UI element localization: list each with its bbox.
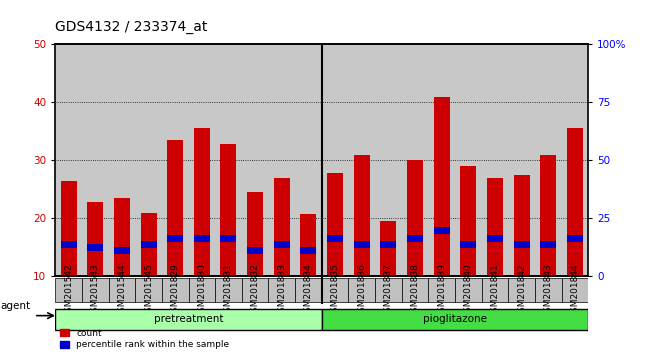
Bar — [274, 241, 290, 248]
Bar — [540, 155, 556, 276]
Bar — [327, 235, 343, 242]
Bar — [348, 278, 375, 302]
Bar — [567, 129, 583, 276]
Bar — [354, 155, 370, 276]
Bar — [460, 166, 476, 276]
Bar — [135, 278, 162, 302]
Legend: count, percentile rank within the sample: count, percentile rank within the sample — [60, 329, 229, 349]
Bar — [162, 278, 188, 302]
Bar — [140, 241, 157, 248]
Bar — [140, 213, 157, 276]
Text: GSM201830: GSM201830 — [198, 263, 206, 318]
Bar — [508, 278, 535, 302]
Bar — [60, 181, 77, 276]
Bar — [55, 309, 322, 330]
Text: GSM201843: GSM201843 — [544, 263, 552, 318]
Bar — [167, 235, 183, 242]
Bar — [247, 247, 263, 254]
Bar — [455, 278, 482, 302]
Bar — [322, 309, 588, 330]
Bar — [300, 214, 317, 276]
Text: pretreatment: pretreatment — [154, 314, 223, 324]
Text: GSM201544: GSM201544 — [118, 263, 126, 318]
Text: GSM201833: GSM201833 — [278, 263, 286, 318]
Bar — [215, 278, 242, 302]
Text: GSM201838: GSM201838 — [411, 263, 419, 318]
Bar — [567, 235, 583, 242]
Bar — [434, 227, 450, 234]
Bar — [535, 278, 562, 302]
Bar — [194, 129, 210, 276]
Bar — [268, 278, 295, 302]
Bar — [540, 241, 556, 248]
Bar — [434, 97, 450, 276]
Bar — [487, 178, 503, 276]
Text: GSM201842: GSM201842 — [517, 263, 526, 318]
Text: GSM201841: GSM201841 — [491, 263, 499, 318]
Bar — [274, 178, 290, 276]
Bar — [327, 173, 343, 276]
Bar — [87, 244, 103, 251]
Bar — [295, 278, 322, 302]
Bar — [167, 140, 183, 276]
Bar — [407, 160, 423, 276]
Bar — [60, 241, 77, 248]
Bar — [460, 241, 476, 248]
Bar — [87, 202, 103, 276]
Bar — [55, 278, 82, 302]
Text: GSM201836: GSM201836 — [358, 263, 366, 318]
Bar — [109, 278, 135, 302]
Bar — [242, 278, 268, 302]
Bar — [82, 278, 109, 302]
Text: GSM201829: GSM201829 — [171, 263, 179, 318]
Text: GSM201835: GSM201835 — [331, 263, 339, 318]
Bar — [402, 278, 428, 302]
Bar — [300, 247, 317, 254]
Text: GSM201839: GSM201839 — [437, 263, 446, 318]
Text: GSM201545: GSM201545 — [144, 263, 153, 318]
Bar — [428, 278, 455, 302]
Text: agent: agent — [0, 301, 30, 311]
Bar — [487, 235, 503, 242]
Text: GSM201837: GSM201837 — [384, 263, 393, 318]
Bar — [375, 278, 402, 302]
Text: GSM201543: GSM201543 — [91, 263, 99, 318]
Bar — [380, 241, 396, 248]
Bar — [562, 278, 588, 302]
Bar — [514, 241, 530, 248]
Bar — [322, 278, 348, 302]
Text: GSM201840: GSM201840 — [464, 263, 473, 318]
Bar — [380, 221, 396, 276]
Bar — [114, 247, 130, 254]
Bar — [188, 278, 215, 302]
Bar — [194, 235, 210, 242]
Bar — [354, 241, 370, 248]
Bar — [407, 235, 423, 242]
Bar — [514, 175, 530, 276]
Text: GSM201542: GSM201542 — [64, 263, 73, 318]
Text: GSM201832: GSM201832 — [251, 263, 259, 318]
Bar — [114, 198, 130, 276]
Text: GDS4132 / 233374_at: GDS4132 / 233374_at — [55, 19, 207, 34]
Bar — [220, 235, 237, 242]
Text: GSM201834: GSM201834 — [304, 263, 313, 318]
Bar — [220, 144, 237, 276]
Bar — [247, 192, 263, 276]
Text: pioglitazone: pioglitazone — [423, 314, 487, 324]
Text: GSM201831: GSM201831 — [224, 263, 233, 318]
Bar — [482, 278, 508, 302]
Text: GSM201844: GSM201844 — [571, 263, 579, 318]
